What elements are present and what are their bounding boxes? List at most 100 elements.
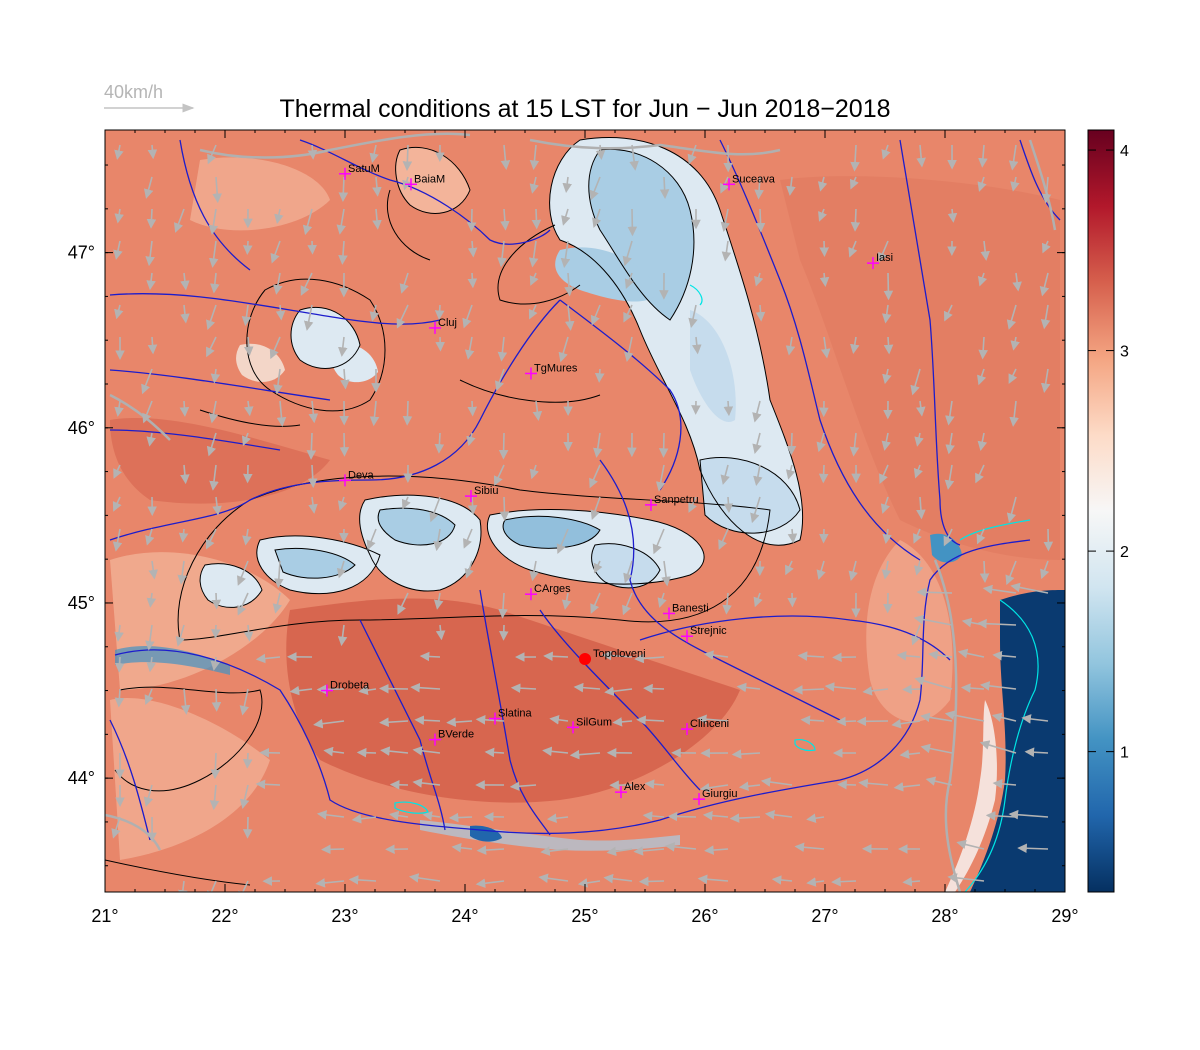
wind-arrow xyxy=(422,811,441,821)
wind-arrow xyxy=(593,432,603,458)
wind-arrow xyxy=(313,718,345,729)
wind-arrow xyxy=(590,592,601,614)
wind-arrow xyxy=(540,846,569,856)
wind-arrow xyxy=(1041,176,1052,204)
wind-arrow xyxy=(881,144,891,160)
wind-arrow xyxy=(532,400,543,422)
wind-arrow xyxy=(891,718,921,729)
wind-arrow xyxy=(785,560,794,576)
city-label: Cluj xyxy=(438,317,457,329)
lon-tick-label: 26° xyxy=(691,906,718,926)
wind-arrow xyxy=(623,304,633,323)
map-tick-marks xyxy=(104,130,1066,892)
city-strejnic: Strejnic xyxy=(681,625,727,643)
wind-arrow xyxy=(786,176,796,196)
wind-arrow xyxy=(1012,272,1022,292)
wind-arrow xyxy=(750,496,761,524)
reference-wind-vector: 40km/h xyxy=(104,82,195,113)
wind-arrow xyxy=(696,714,729,725)
wind-arrow xyxy=(499,496,510,522)
wind-arrow xyxy=(556,528,569,554)
wind-arrow xyxy=(145,240,155,267)
wind-arrow xyxy=(276,400,287,427)
lon-tick-label: 22° xyxy=(211,906,238,926)
wind-arrow xyxy=(667,811,697,822)
wind-arrow xyxy=(564,272,574,297)
wind-arrow xyxy=(836,716,857,727)
wind-arrow xyxy=(977,176,987,192)
wind-arrow xyxy=(561,592,572,610)
colorbar-tick-label: 4 xyxy=(1120,143,1129,160)
city-label: Clinceni xyxy=(690,718,729,730)
city-satum: SatuM xyxy=(339,163,380,180)
wind-arrow xyxy=(180,304,190,324)
wind-arrow xyxy=(634,653,665,664)
wind-arrow xyxy=(979,681,1017,691)
wind-arrow xyxy=(528,304,538,320)
wind-arrow xyxy=(145,528,155,546)
wind-arrow xyxy=(497,240,507,268)
wind-arrow xyxy=(916,587,953,598)
wind-arrow xyxy=(237,560,249,586)
wind-arrow xyxy=(210,272,220,294)
city-label: Suceava xyxy=(732,173,776,185)
wind-arrow xyxy=(896,650,921,661)
city-carges: CArges xyxy=(525,583,571,601)
highlight-site-label: Topoloveni xyxy=(593,648,646,660)
wind-arrow xyxy=(657,592,667,608)
city-label: Deva xyxy=(348,469,375,481)
city-label: Sibiu xyxy=(474,485,498,497)
wind-arrow xyxy=(338,336,348,357)
wind-arrow xyxy=(113,240,123,260)
wind-arrow xyxy=(308,496,318,514)
wind-arrow xyxy=(603,873,633,884)
wind-arrow xyxy=(146,272,156,291)
wind-arrow xyxy=(589,176,601,201)
wind-arrow xyxy=(913,614,953,626)
wind-arrow xyxy=(816,560,826,580)
city-label: Iasi xyxy=(876,252,893,264)
wind-arrow xyxy=(141,368,153,395)
wind-arrow xyxy=(497,336,508,362)
wind-arrow xyxy=(573,682,601,693)
wind-arrow xyxy=(729,813,761,823)
wind-arrow xyxy=(338,176,349,203)
wind-arrow xyxy=(145,624,155,651)
wind-arrow xyxy=(738,781,761,792)
wind-arrow xyxy=(755,304,766,322)
wind-arrow xyxy=(389,810,409,821)
city-bverde: BVerde xyxy=(429,729,474,746)
wind-arrow xyxy=(752,432,762,454)
wind-arrow xyxy=(242,752,253,769)
wind-arrow xyxy=(862,686,889,696)
city-tgmures: TgMures xyxy=(525,362,578,380)
wind-arrow xyxy=(114,208,124,224)
wind-arrow xyxy=(980,240,990,261)
wind-arrow xyxy=(180,464,190,485)
wind-arrow xyxy=(881,432,891,451)
lon-tick-label: 21° xyxy=(91,906,118,926)
wind-arrow xyxy=(308,400,319,424)
wind-arrow xyxy=(561,208,571,226)
wind-arrow xyxy=(1010,176,1020,192)
wind-arrow xyxy=(957,648,985,659)
wind-arrow xyxy=(466,432,476,447)
lon-tick-label: 23° xyxy=(331,906,358,926)
city-suceava: Suceava xyxy=(723,173,776,191)
wind-arrow xyxy=(824,682,857,692)
wind-arrow xyxy=(212,496,222,516)
wind-arrow xyxy=(369,144,379,164)
wind-arrow xyxy=(697,874,729,885)
wind-arrow xyxy=(211,592,222,610)
wind-arrow xyxy=(146,432,156,447)
wind-arrow xyxy=(720,208,731,232)
wind-arrow xyxy=(307,144,318,160)
longitude-tick-labels: 21° 22° 23° 24° 25° 26° 27° 28° 29° xyxy=(91,906,1078,926)
wind-arrow xyxy=(397,592,409,615)
city-slatina: Slatina xyxy=(489,708,533,725)
wind-arrow xyxy=(606,846,633,857)
wind-arrow xyxy=(785,336,796,356)
wind-arrow xyxy=(412,746,441,756)
wind-arrow xyxy=(206,336,217,358)
wind-arrow xyxy=(910,368,921,396)
